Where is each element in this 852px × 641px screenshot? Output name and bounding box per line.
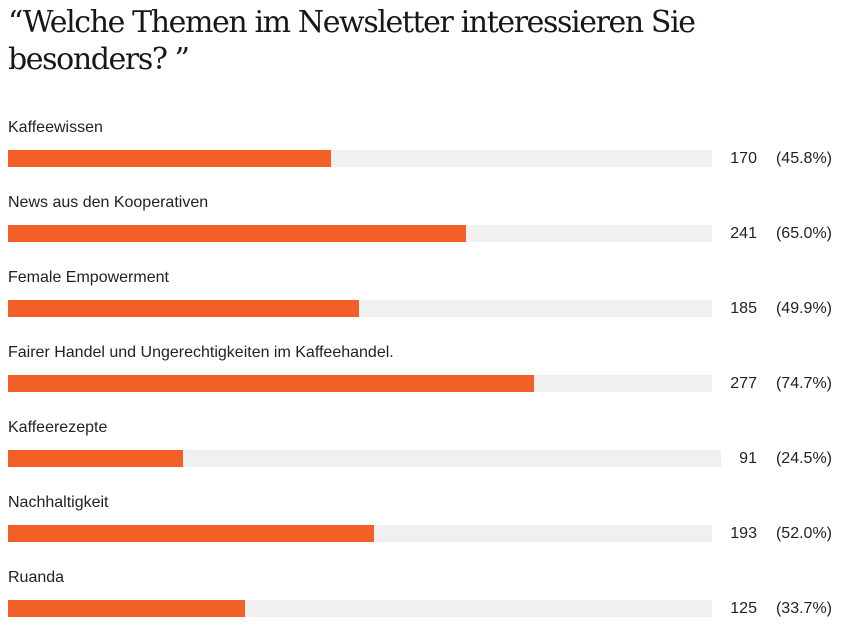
count-label: 125 [730,600,757,617]
bar-stats: 241 (65.0%) [730,224,832,244]
count-label: 185 [730,300,757,317]
category-label: Kaffeerezepte [8,419,108,436]
bar-track [8,450,722,467]
bar-stats: 185 (49.9%) [730,299,832,319]
chart-title: “Welche Themen im Newsletter interessier… [8,5,696,77]
bar-fill [8,375,535,392]
bar-track [8,225,713,242]
category-label: Kaffeewissen [8,119,103,136]
bar-row: Kaffeewissen 170 (45.8%) [0,116,852,191]
category-label: Female Empowerment [8,269,169,286]
bar-track [8,525,713,542]
percent-label: (65.0%) [775,225,832,242]
count-label: 193 [730,525,757,542]
percent-label: (33.7%) [775,600,832,617]
bar-fill [8,300,360,317]
bar-track [8,600,713,617]
bar-fill [8,150,331,167]
bar-track [8,300,713,317]
bar-stats: 277 (74.7%) [730,374,832,394]
bar-fill [8,225,466,242]
category-label: Nachhaltigkeit [8,494,109,511]
bar-rows: Kaffeewissen 170 (45.8%) News aus den Koope… [0,116,852,641]
bar-fill [8,450,183,467]
bar-track [8,150,713,167]
percent-label: (52.0%) [775,525,832,542]
bar-row: Nachhaltigkeit 193 (52.0%) [0,491,852,566]
percent-label: (45.8%) [775,150,832,167]
bar-fill [8,525,375,542]
category-label: Ruanda [8,569,65,586]
percent-label: (49.9%) [775,300,832,317]
bar-fill [8,600,246,617]
percent-label: (74.7%) [775,375,832,392]
bar-row: Fairer Handel und Ungerechtigkeiten im K… [0,341,852,416]
bar-row: Kaffeerezepte 91 (24.5%) [0,416,852,491]
bar-track [8,375,713,392]
bar-stats: 193 (52.0%) [730,524,832,544]
bar-row: Female Empowerment 185 (49.9%) [0,266,852,341]
bar-row: News aus den Kooperativen 241 (65.0%) [0,191,852,266]
count-label: 241 [730,225,757,242]
category-label: News aus den Kooperativen [8,194,209,211]
category-label: Fairer Handel und Ungerechtigkeiten im K… [8,344,394,361]
percent-label: (24.5%) [775,450,832,467]
count-label: 91 [739,450,757,467]
count-label: 170 [730,150,757,167]
bar-row: Ruanda 125 (33.7%) [0,566,852,641]
bar-stats: 91 (24.5%) [739,449,832,469]
count-label: 277 [730,375,757,392]
bar-stats: 125 (33.7%) [730,599,832,619]
bar-stats: 170 (45.8%) [730,149,832,169]
